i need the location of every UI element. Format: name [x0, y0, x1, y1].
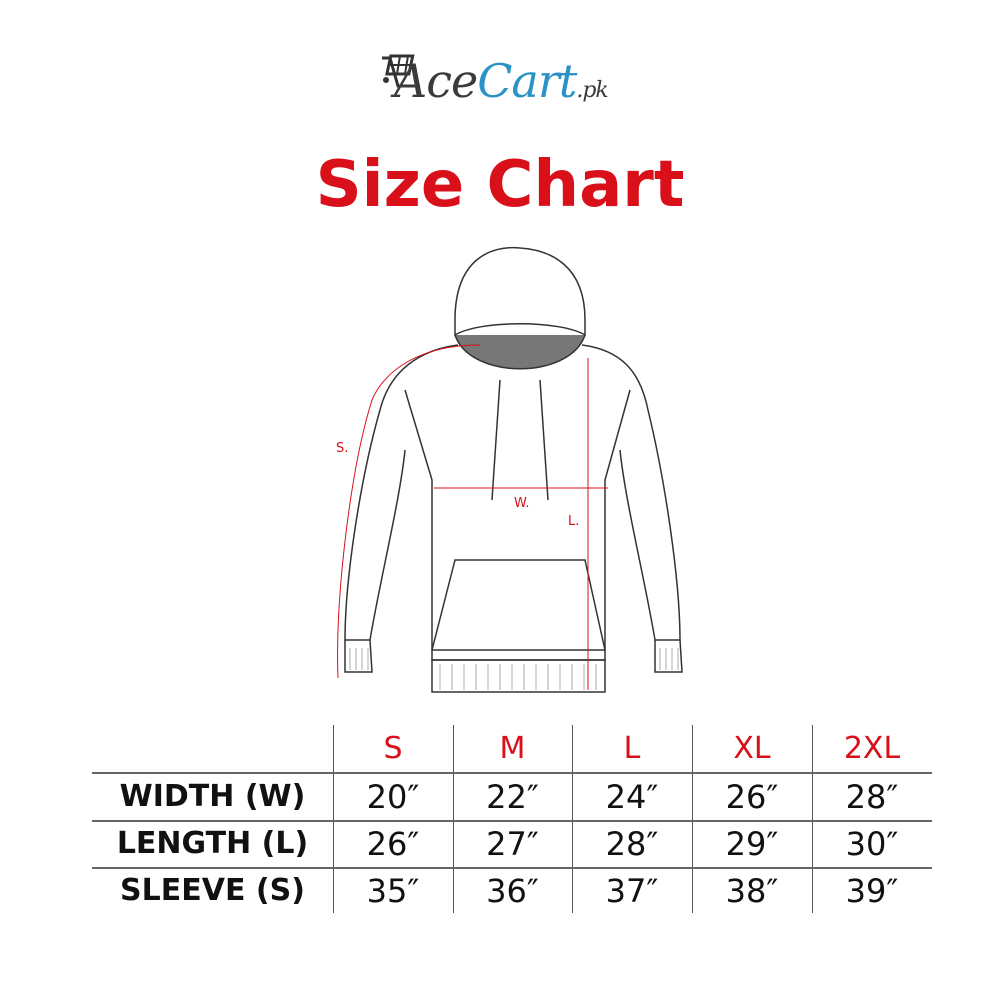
- hoodie-diagram: S. W. L.: [336, 246, 683, 693]
- size-table: S M L XL 2XL WIDTH (W) 20″ 22″ 24″ 26″ 28″ LENGTH (…: [92, 725, 932, 915]
- table-cell: 29″: [725, 825, 779, 863]
- size-header: XL: [733, 731, 771, 766]
- table-cell: 26″: [366, 825, 420, 863]
- table-cell: 37″: [605, 872, 659, 910]
- size-header: S: [383, 731, 403, 766]
- table-cell: 35″: [366, 872, 420, 910]
- table-cell: 27″: [486, 825, 539, 863]
- table-cell: 28″: [605, 825, 659, 863]
- acecart-logo: AceCart.pk: [380, 48, 680, 118]
- table-cell: 30″: [845, 825, 899, 863]
- table-cell: 38″: [725, 872, 779, 910]
- table-cell: 36″: [486, 872, 539, 910]
- measurement-lines: [337, 344, 608, 690]
- table-cell: 22″: [486, 778, 539, 816]
- row-label: LENGTH (L): [116, 826, 309, 861]
- size-header: 2XL: [843, 731, 901, 766]
- table-cell: 24″: [605, 778, 659, 816]
- column-divider: [692, 725, 693, 913]
- column-divider: [812, 725, 813, 913]
- row-divider: [92, 772, 932, 774]
- column-divider: [572, 725, 573, 913]
- table-cell: 28″: [845, 778, 899, 816]
- column-divider: [453, 725, 454, 913]
- row-divider: [92, 820, 932, 822]
- size-header: M: [499, 731, 526, 766]
- row-label: WIDTH (W): [119, 779, 306, 814]
- column-divider: [333, 725, 334, 913]
- shopping-cart-icon: [382, 54, 420, 88]
- label-length: L.: [568, 514, 579, 529]
- row-divider: [92, 867, 932, 869]
- table-cell: 20″: [366, 778, 420, 816]
- label-width: W.: [514, 496, 530, 511]
- row-label: SLEEVE (S): [120, 873, 305, 908]
- logo-ace: Ace: [394, 54, 478, 108]
- page-title: Size Chart: [315, 148, 685, 222]
- logo-pk: .pk: [576, 78, 608, 103]
- size-header: L: [623, 731, 641, 766]
- table-cell: 26″: [725, 778, 779, 816]
- label-sleeve: S.: [336, 441, 348, 456]
- logo-cart: Cart: [477, 54, 577, 108]
- table-cell: 39″: [845, 872, 899, 910]
